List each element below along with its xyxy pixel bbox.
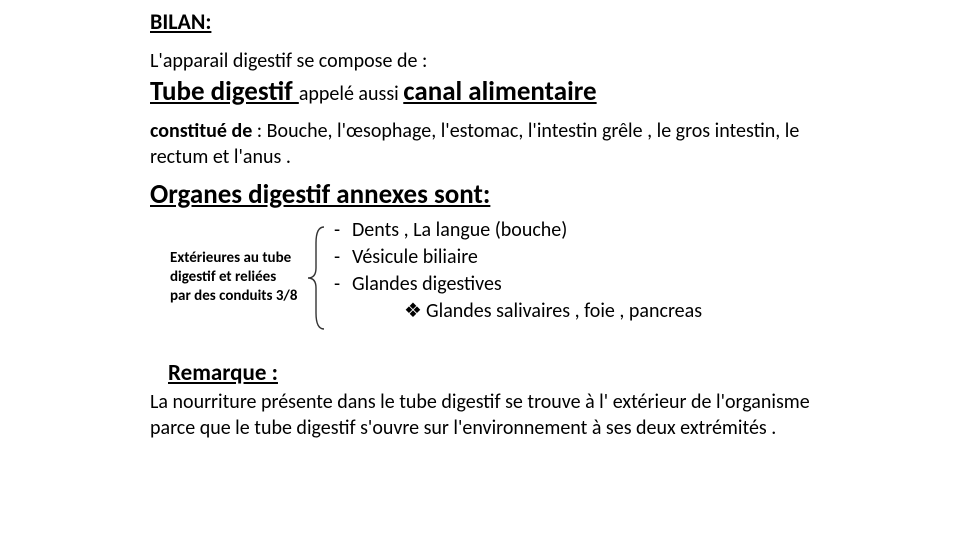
remarque-heading: Remarque : bbox=[168, 359, 960, 387]
constitue-block: constitué de : Bouche, l'œsophage, l'est… bbox=[150, 118, 810, 170]
brace-icon bbox=[306, 223, 328, 333]
dash-icon: - bbox=[334, 217, 352, 244]
tube-part1: Tube digestif bbox=[150, 75, 299, 108]
annex-list: - Dents , La langue (bouche) - Vésicule … bbox=[334, 217, 702, 325]
annex-item-3: - Glandes digestives bbox=[334, 271, 702, 298]
organes-heading: Organes digestif annexes sont: bbox=[150, 178, 960, 211]
ext-note: Extérieures au tube digestif et reliées … bbox=[170, 217, 300, 305]
annex-item-2: - Vésicule biliaire bbox=[334, 244, 702, 271]
annex-item-1: - Dents , La langue (bouche) bbox=[334, 217, 702, 244]
remarque-body: La nourriture présente dans le tube dige… bbox=[150, 389, 810, 441]
annex-sub-1-text: Glandes salivaires , foie , pancreas bbox=[426, 298, 702, 325]
annex-item-1-text: Dents , La langue (bouche) bbox=[352, 217, 567, 244]
tube-line: Tube digestif appelé aussi canal aliment… bbox=[150, 75, 960, 108]
constitue-lead: constitué de bbox=[150, 119, 257, 143]
annex-block: Extérieures au tube digestif et reliées … bbox=[170, 217, 960, 333]
tube-mid: appelé aussi bbox=[299, 82, 403, 106]
dash-icon: - bbox=[334, 271, 352, 298]
constitue-colon: : bbox=[257, 119, 267, 143]
annex-item-2-text: Vésicule biliaire bbox=[352, 244, 478, 271]
document-page: BILAN: L'apparail digestif se compose de… bbox=[0, 0, 960, 540]
dash-icon: - bbox=[334, 244, 352, 271]
tube-part2: canal alimentaire bbox=[403, 75, 596, 108]
annex-sub-1: ❖ Glandes salivaires , foie , pancreas bbox=[334, 298, 702, 325]
title-bilan: BILAN: bbox=[150, 8, 960, 35]
diamond-icon: ❖ bbox=[404, 298, 426, 325]
annex-item-3-text: Glandes digestives bbox=[352, 271, 502, 298]
intro-line: L'apparail digestif se compose de : bbox=[150, 49, 960, 73]
